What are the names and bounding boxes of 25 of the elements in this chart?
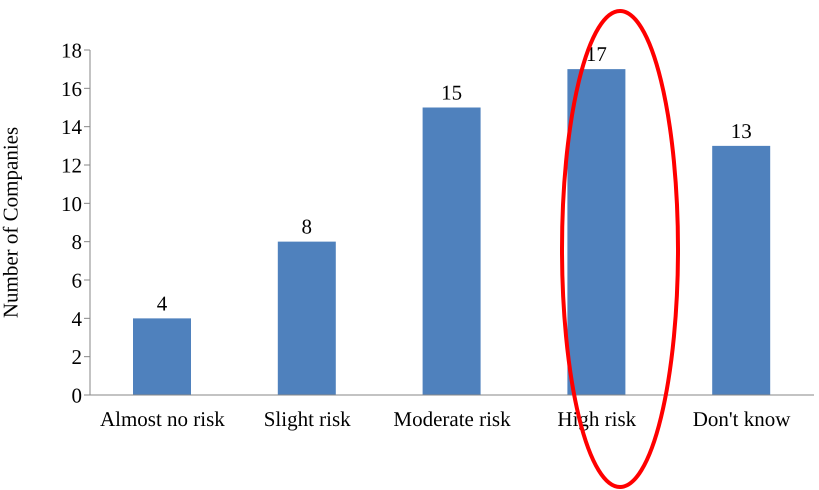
data-label: 13 <box>730 118 752 143</box>
x-tick-label: Almost no risk <box>100 406 226 431</box>
bar <box>567 69 626 395</box>
x-tick-label: Slight risk <box>264 406 352 431</box>
y-tick-label: 12 <box>61 153 82 178</box>
bar <box>133 318 191 395</box>
bar <box>278 242 336 395</box>
data-label: 8 <box>302 214 312 239</box>
bar <box>422 108 481 395</box>
x-tick-label: Don't know <box>692 406 792 431</box>
y-tick-label: 0 <box>72 383 82 408</box>
data-label: 15 <box>441 80 462 104</box>
data-label: 17 <box>586 42 607 66</box>
y-tick-label: 8 <box>72 230 82 254</box>
y-tick-label: 6 <box>72 268 82 292</box>
y-axis-title: Number of Companies <box>0 126 22 318</box>
y-tick-label: 4 <box>72 306 82 331</box>
x-tick-label: Moderate risk <box>393 406 512 431</box>
data-label: 4 <box>156 291 168 316</box>
y-tick-label: 16 <box>61 76 82 101</box>
bar <box>712 146 770 395</box>
y-tick-label: 14 <box>61 115 82 140</box>
y-tick-label: 10 <box>61 192 82 216</box>
y-tick-label: 2 <box>72 345 82 370</box>
y-tick-label: 18 <box>61 38 82 62</box>
